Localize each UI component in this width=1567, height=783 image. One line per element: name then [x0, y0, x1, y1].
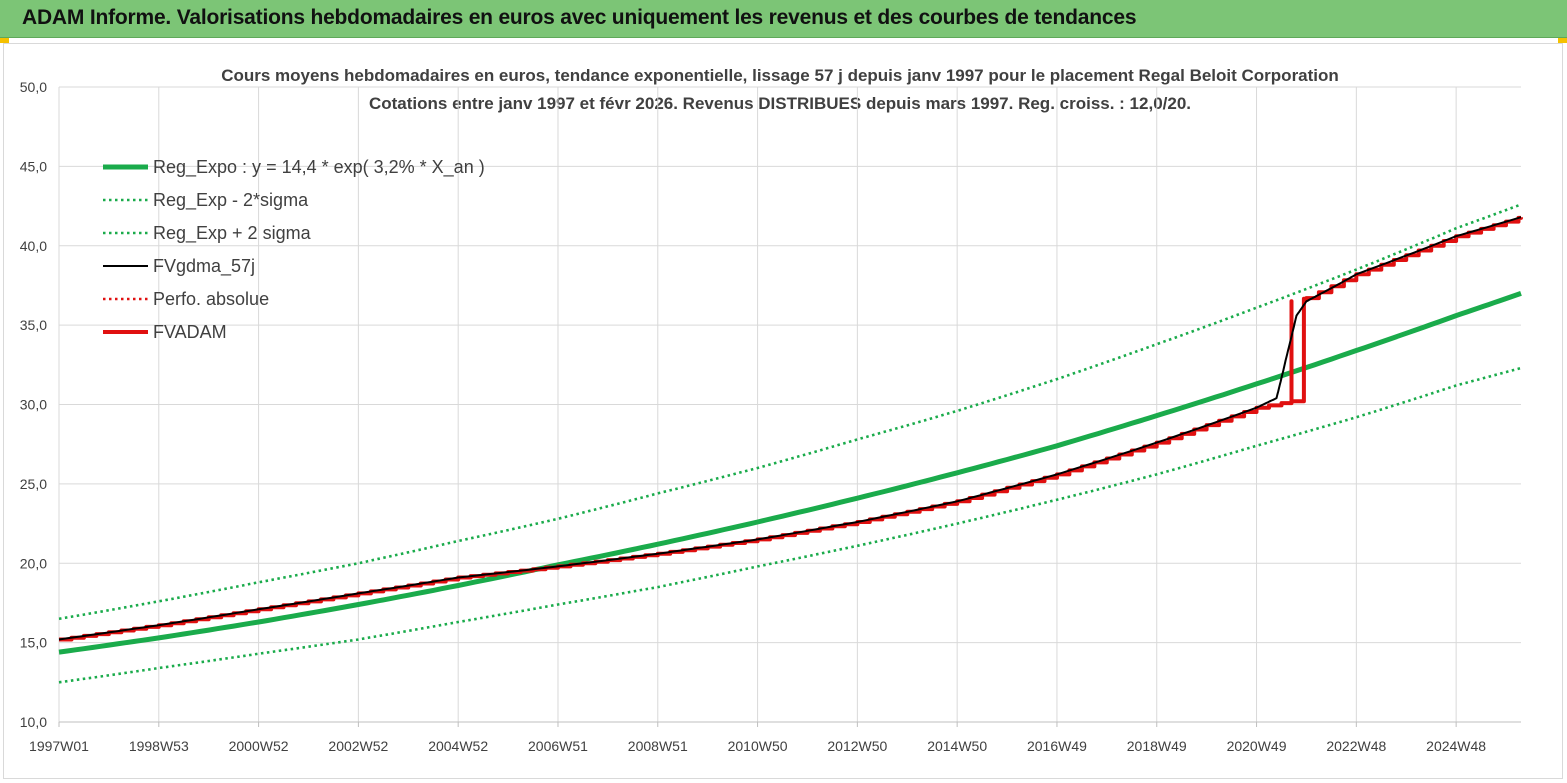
report-title: ADAM Informe. Valorisations hebdomadaire… [22, 6, 1137, 29]
x-tick-label: 1998W53 [129, 738, 189, 754]
series-line-1 [58, 366, 1522, 684]
legend-label: Reg_Expo : y = 14,4 * exp( 3,2% * X_an ) [153, 157, 485, 178]
x-tick-label: 2024W48 [1426, 738, 1486, 754]
series-line-3 [58, 216, 1522, 641]
series-line-0 [58, 291, 1522, 655]
x-tick-label: 2020W49 [1227, 738, 1287, 754]
legend-label: Perfo. absolue [153, 289, 269, 309]
y-tick-label: 35,0 [20, 317, 47, 333]
legend-label: Reg_Exp - 2*sigma [153, 190, 309, 211]
x-tick-label: 2016W49 [1027, 738, 1087, 754]
y-tick-label: 30,0 [20, 397, 47, 413]
x-tick-label: 2022W48 [1326, 738, 1386, 754]
x-tick-label: 2002W52 [328, 738, 388, 754]
x-tick-label: 2008W51 [628, 738, 688, 754]
y-tick-label: 40,0 [20, 238, 47, 254]
x-tick-label: 2014W50 [927, 738, 987, 754]
x-tick-label: 1997W01 [29, 738, 89, 754]
chart-title: Cours moyens hebdomadaires en euros, ten… [221, 66, 1339, 85]
series-line-5 [59, 215, 1523, 642]
x-tick-label: 2010W50 [728, 738, 788, 754]
x-tick-label: 2004W52 [428, 738, 488, 754]
legend-label: FVgdma_57j [153, 256, 255, 277]
corner-marker-left [0, 38, 9, 43]
x-tick-label: 2006W51 [528, 738, 588, 754]
corner-marker-right [1558, 38, 1567, 43]
report-banner: ADAM Informe. Valorisations hebdomadaire… [0, 0, 1567, 38]
y-tick-label: 50,0 [20, 79, 47, 95]
series-line-2 [58, 203, 1522, 621]
y-tick-label: 25,0 [20, 476, 47, 492]
chart-frame [3, 43, 1563, 779]
y-tick-label: 45,0 [20, 158, 47, 174]
x-tick-label: 2012W50 [827, 738, 887, 754]
y-tick-label: 15,0 [20, 635, 47, 651]
legend-label: Reg_Exp + 2 sigma [153, 223, 312, 244]
legend-label: FVADAM [153, 322, 227, 342]
y-tick-label: 10,0 [20, 714, 47, 730]
x-tick-label: 2000W52 [229, 738, 289, 754]
y-tick-label: 20,0 [20, 555, 47, 571]
x-tick-label: 2018W49 [1127, 738, 1187, 754]
chart-subtitle: Cotations entre janv 1997 et févr 2026. … [369, 94, 1191, 113]
